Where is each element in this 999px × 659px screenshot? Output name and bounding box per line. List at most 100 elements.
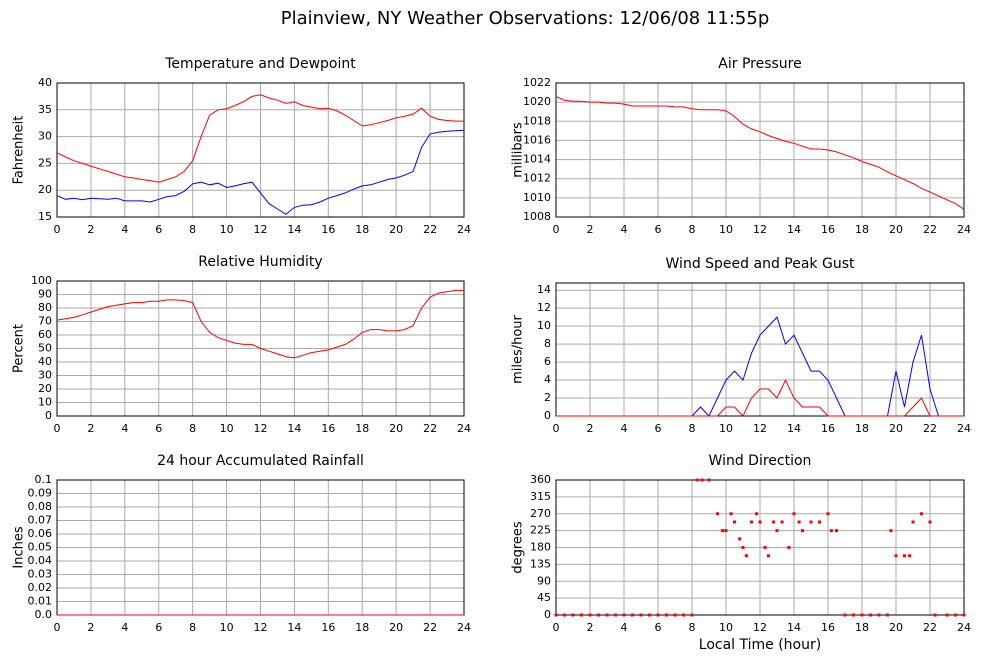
x-tick-label: 18 [855,621,869,634]
data-point [716,512,719,516]
x-tick-label: 6 [155,422,162,435]
data-point [656,613,660,617]
data-point [945,613,949,617]
x-tick-label: 8 [189,422,196,435]
y-tick-label: 45 [537,591,551,604]
data-point [588,613,592,617]
data-point [877,613,881,617]
data-point [809,520,813,524]
data-point [700,478,704,482]
x-tick-label: 10 [220,223,234,236]
data-point [682,613,685,617]
data-point [920,512,923,516]
data-point [954,613,957,617]
chart-title: Air Pressure [718,56,801,72]
y-tick-label: 0 [544,608,551,621]
x-tick-label: 2 [87,422,94,435]
x-tick-label: 16 [321,223,335,236]
y-tick-label: 30 [38,369,52,382]
x-tick-label: 4 [621,621,628,634]
x-tick-label: 10 [220,422,234,435]
y-tick-label: 20 [38,183,52,196]
y-tick-label: 14 [537,283,551,296]
x-tick-label: 0 [54,621,61,634]
data-point [695,478,699,482]
y-tick-label: 90 [38,288,52,301]
data-line [56,289,464,359]
y-tick-label: 225 [530,524,551,537]
x-tick-label: 22 [423,422,437,435]
y-tick-label: 0 [544,409,551,422]
x-tick-label: 24 [457,223,471,236]
data-point [639,613,643,617]
x-tick-label: 12 [753,422,767,435]
x-tick-label: 2 [87,621,94,634]
x-tick-label: 14 [787,422,801,435]
y-axis-label: Fahrenheit [12,116,27,185]
y-tick-label: 1020 [523,95,551,108]
y-tick-label: 6 [544,355,551,368]
y-tick-label: 25 [38,156,52,169]
plot-frame [56,280,465,417]
y-tick-label: 1014 [523,153,551,166]
x-tick-label: 24 [457,422,471,435]
x-tick-label: 2 [587,621,594,634]
x-tick-label: 22 [923,621,937,634]
data-point [763,546,767,549]
data-point [767,554,770,558]
data-point [733,520,736,524]
data-point [690,613,694,617]
data-point [580,613,583,617]
data-point [744,554,748,558]
y-tick-label: 0.1 [35,473,53,486]
y-axis-label: Inches [12,526,27,568]
x-tick-label: 4 [121,621,128,634]
x-tick-label: 12 [753,621,767,634]
x-tick-label: 22 [423,223,437,236]
x-tick-label: 14 [287,223,301,236]
data-point [826,512,830,516]
y-tick-label: 0.04 [28,554,53,567]
data-point [787,546,791,549]
data-point [750,520,753,524]
chart-title: Relative Humidity [198,254,322,270]
x-tick-label: 16 [321,422,335,435]
x-tick-label: 22 [923,223,937,236]
x-tick-label: 20 [889,223,903,236]
data-point [889,529,893,533]
x-tick-label: 12 [254,223,268,236]
x-tick-label: 4 [621,422,628,435]
data-point [894,554,898,558]
y-tick-label: 1016 [523,133,551,146]
data-point [962,613,966,617]
data-point [554,613,558,617]
y-tick-label: 70 [38,315,52,328]
x-tick-label: 6 [655,223,662,236]
y-axis-label: miles/hour [511,314,526,383]
y-tick-label: 10 [38,396,52,409]
x-tick-label: 8 [689,223,696,236]
data-point [933,613,937,617]
x-tick-label: 2 [587,422,594,435]
data-point [605,613,609,617]
y-tick-label: 0.05 [28,541,53,554]
y-tick-label: 90 [537,574,551,587]
x-tick-label: 10 [220,621,234,634]
x-tick-label: 0 [553,422,560,435]
plot-frame [555,479,965,616]
x-tick-label: 22 [423,621,437,634]
data-point [903,554,906,558]
y-tick-label: 1018 [523,114,551,127]
data-point [563,613,566,617]
data-point [797,520,801,524]
data-point [758,520,762,524]
x-tick-label: 18 [855,223,869,236]
data-point [738,537,742,541]
y-tick-label: 12 [537,301,551,314]
x-tick-label: 20 [889,422,903,435]
y-tick-label: 135 [530,557,551,570]
data-point [818,520,821,524]
y-tick-label: 4 [544,373,551,386]
y-tick-label: 40 [38,76,52,89]
data-point [829,529,833,533]
